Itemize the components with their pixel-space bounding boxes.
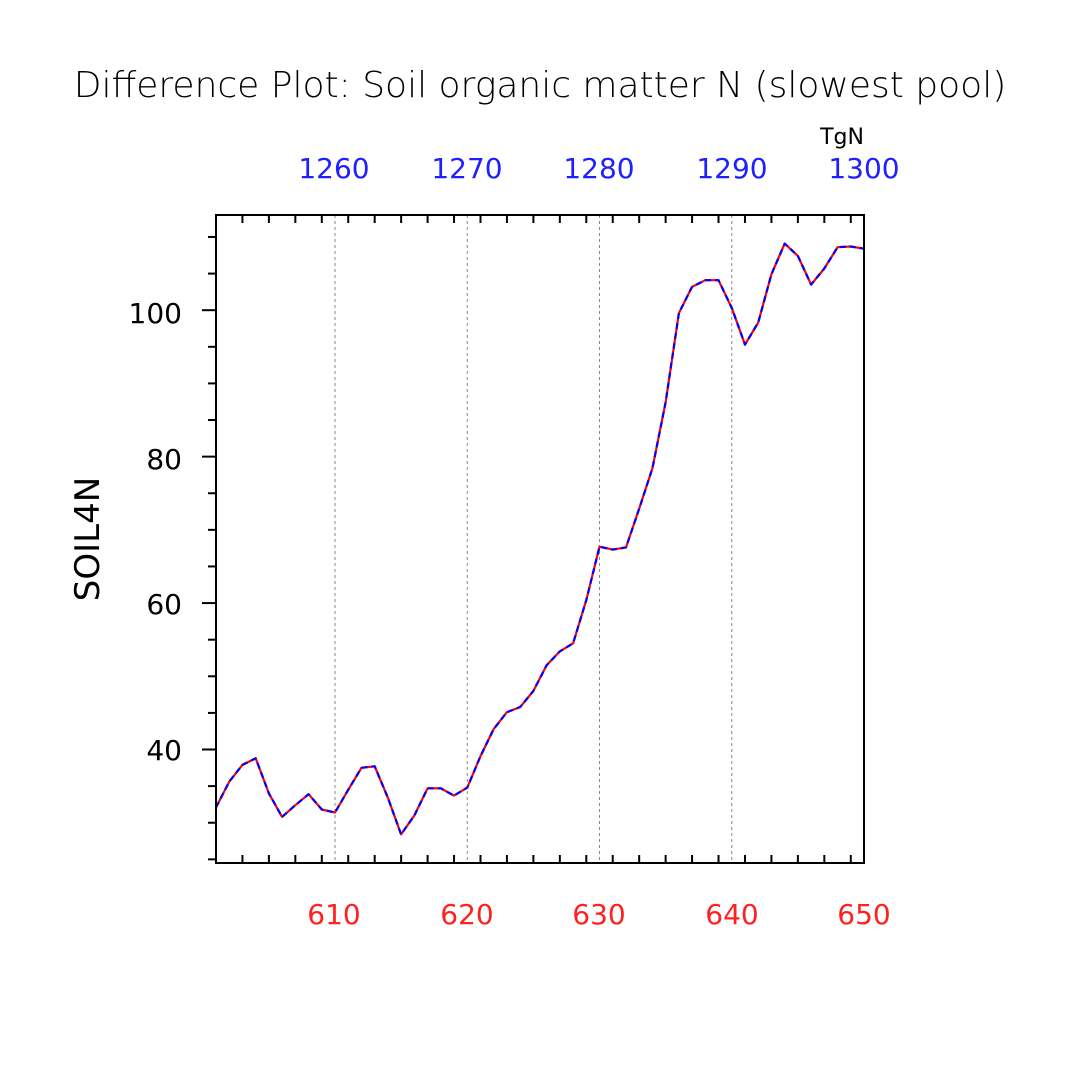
y-axis-label: SOIL4N	[68, 477, 108, 601]
y-tick-label: 80	[146, 443, 182, 476]
units-label: TgN	[819, 125, 864, 150]
top-tick-label: 1280	[563, 152, 634, 185]
y-tick-label: 40	[146, 734, 182, 767]
bottom-tick-label: 620	[440, 898, 493, 931]
bottom-tick-label: 610	[307, 898, 360, 931]
top-axis-labels: 1260 1270 1280 1290 1300	[298, 152, 899, 185]
chart-title: Difference Plot: Soil organic matter N (…	[74, 65, 1007, 106]
bottom-tick-label: 640	[705, 898, 758, 931]
y-tick-label: 100	[129, 297, 182, 330]
top-tick-label: 1300	[828, 152, 899, 185]
bottom-tick-label: 630	[572, 898, 625, 931]
top-tick-label: 1270	[431, 152, 502, 185]
bottom-tick-label: 650	[837, 898, 890, 931]
data-series	[215, 242, 865, 836]
top-tick-label: 1260	[298, 152, 369, 185]
series-line-red	[215, 242, 865, 836]
plot-frame	[215, 214, 865, 864]
gridlines	[334, 215, 865, 863]
axis-ticks	[202, 215, 852, 863]
y-axis-labels: 40 60 80 100	[129, 297, 182, 767]
y-tick-label: 60	[146, 588, 182, 621]
top-tick-label: 1290	[696, 152, 767, 185]
bottom-axis-labels: 610 620 630 640 650	[307, 898, 890, 931]
series-line-blue	[215, 242, 865, 836]
